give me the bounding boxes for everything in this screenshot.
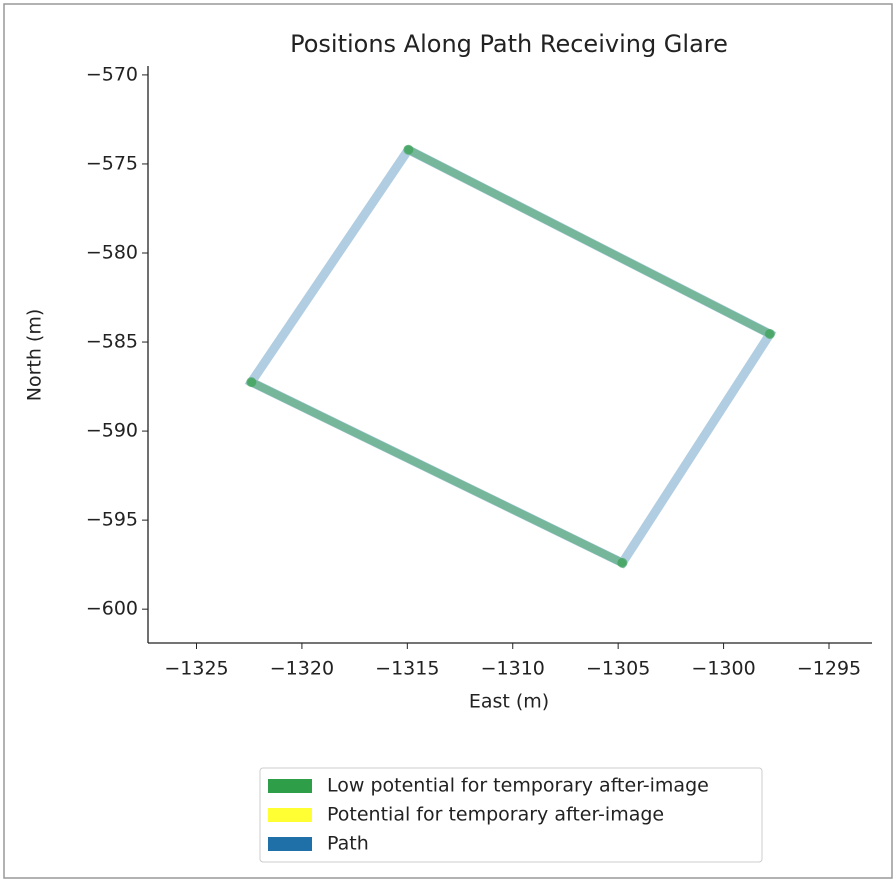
y-tick-label: −590 [86,420,138,442]
legend [259,767,763,863]
y-tick-label: −585 [86,331,138,353]
frame [3,3,893,879]
legend-label: Low potential for temporary after-image [327,775,709,797]
x-tick-label: −1295 [797,658,861,680]
y-axis-label: North (m) [24,309,46,402]
legend-label: Path [327,833,369,855]
x-tick-label: −1315 [375,658,439,680]
legend-swatch [268,779,312,793]
legend-swatch [268,808,312,822]
y-tick-label: −570 [86,63,138,85]
y-tick-label: −600 [86,598,138,620]
x-tick-label: −1320 [270,658,334,680]
glare-point [764,329,775,340]
glare-point [617,557,628,568]
legend-label: Potential for temporary after-image [327,804,664,826]
y-tick-label: −595 [86,509,138,531]
x-tick-label: −1305 [586,658,650,680]
glare-point [246,377,257,388]
x-tick-label: −1325 [164,658,228,680]
x-tick-label: −1300 [691,658,755,680]
y-tick-label: −575 [86,152,138,174]
x-axis-label: East (m) [469,691,549,713]
y-tick-label: −580 [86,241,138,263]
x-tick-label: −1310 [481,658,545,680]
legend-swatch [268,837,312,851]
chart-title: Positions Along Path Receiving Glare [290,30,728,58]
glare-point [403,144,414,155]
series-line [247,145,774,567]
